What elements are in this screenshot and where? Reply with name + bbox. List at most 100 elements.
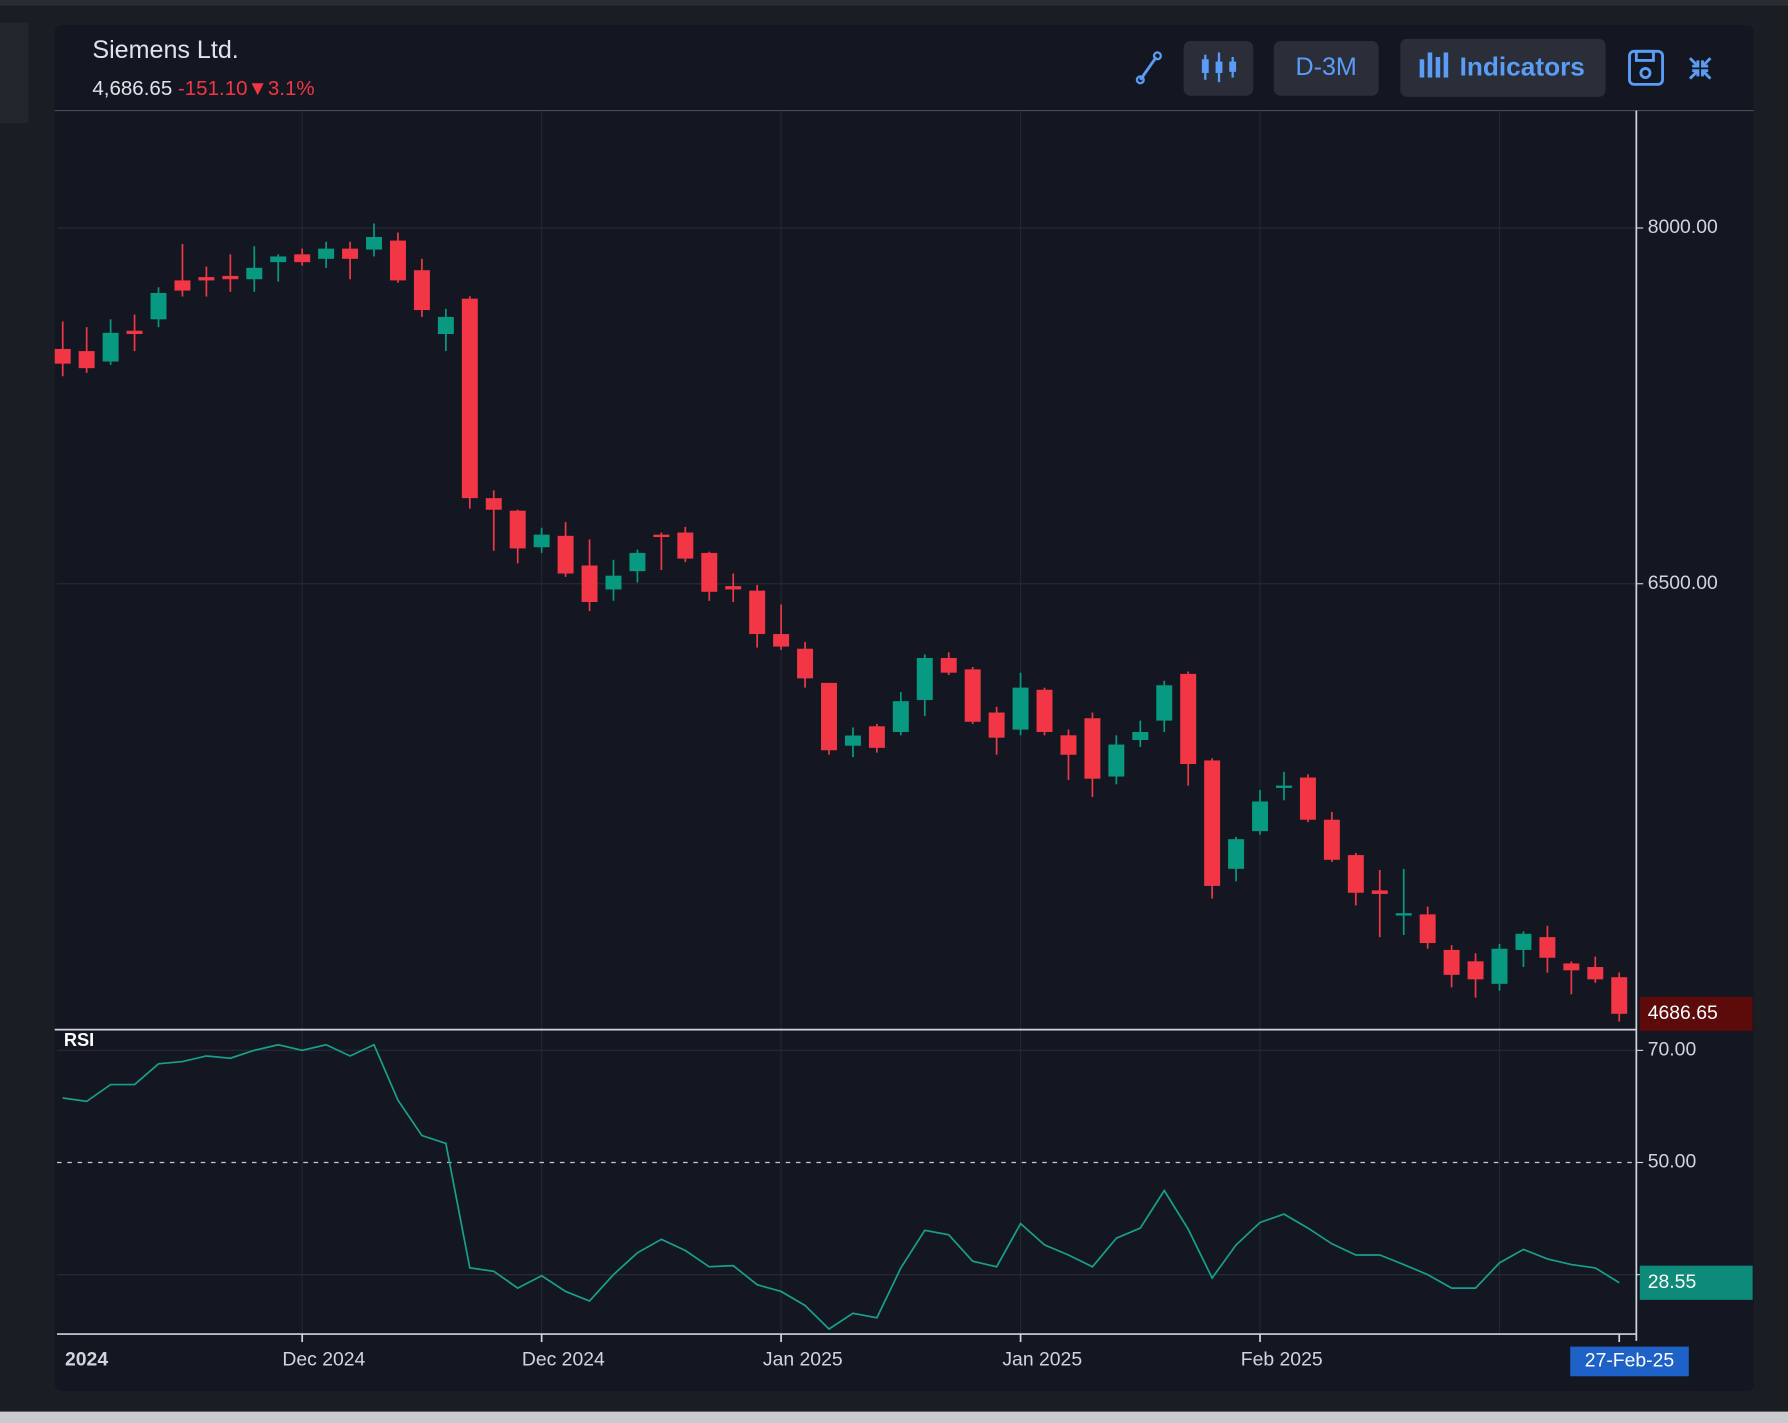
candle-body bbox=[1228, 839, 1245, 869]
candle-body bbox=[509, 510, 526, 549]
candle-body bbox=[1108, 744, 1125, 777]
candle-body bbox=[1084, 718, 1101, 779]
x-tick-label: Dec 2024 bbox=[282, 1348, 365, 1370]
collapse-button[interactable] bbox=[1688, 57, 1712, 80]
candle-body bbox=[868, 726, 885, 748]
candle-body bbox=[533, 534, 550, 548]
candle-body bbox=[701, 552, 718, 592]
candle-body bbox=[964, 669, 981, 722]
candle-body bbox=[294, 254, 311, 263]
candle-body bbox=[1012, 687, 1029, 730]
indicators-label[interactable]: Indicators bbox=[1460, 51, 1585, 81]
candle-body bbox=[1276, 785, 1292, 788]
candle-body bbox=[413, 270, 430, 311]
candle-body bbox=[389, 240, 406, 281]
candle-body bbox=[485, 498, 502, 510]
candle-body bbox=[1347, 855, 1364, 893]
candle-body bbox=[1491, 948, 1508, 984]
candle-body bbox=[1443, 949, 1460, 975]
candle-body bbox=[1036, 689, 1053, 732]
candle-body bbox=[54, 348, 71, 364]
candle-body bbox=[1515, 933, 1532, 950]
candle-body bbox=[605, 575, 622, 590]
candle-body bbox=[773, 634, 790, 647]
candle-body bbox=[988, 712, 1005, 738]
indicators-button[interactable]: Indicators bbox=[1400, 38, 1606, 97]
candle-body bbox=[821, 682, 837, 751]
last-value-label: 28.55 bbox=[1648, 1271, 1697, 1293]
change-pct: ▼3.1% bbox=[248, 78, 315, 101]
candle-body bbox=[653, 534, 670, 538]
y-tick-label: 6500.00 bbox=[1648, 572, 1718, 594]
candle-body bbox=[1299, 777, 1316, 820]
candle-body bbox=[1371, 890, 1388, 894]
candle-body bbox=[677, 532, 694, 559]
candle-body bbox=[437, 316, 454, 335]
candle-body bbox=[940, 657, 957, 673]
candle-body bbox=[1395, 913, 1412, 916]
chart-type-button[interactable] bbox=[1183, 41, 1254, 96]
last-value-box bbox=[1639, 1265, 1753, 1300]
y-tick-label: 8000.00 bbox=[1648, 216, 1718, 238]
candle-body bbox=[1156, 685, 1173, 721]
candle-body bbox=[150, 292, 167, 320]
x-tick-label: Dec 2024 bbox=[522, 1348, 605, 1370]
rsi-line bbox=[62, 1043, 1620, 1331]
pane-title: RSI bbox=[64, 1029, 94, 1050]
y-tick-label: 50.00 bbox=[1648, 1151, 1697, 1173]
candle-body bbox=[557, 535, 574, 574]
x-tick-label: Jan 2025 bbox=[1002, 1348, 1082, 1370]
change: -151.10 bbox=[178, 78, 248, 101]
y-tick-label: 70.00 bbox=[1648, 1038, 1697, 1060]
price-line: 4,686.65 -151.10▼3.1% bbox=[92, 78, 314, 101]
period-label[interactable]: D-3M bbox=[1296, 53, 1357, 81]
crosshair-date-box bbox=[1570, 1346, 1689, 1377]
side-panel bbox=[0, 22, 29, 124]
candle-body bbox=[1611, 977, 1628, 1014]
candle-body bbox=[797, 648, 814, 679]
x-tick-label: Jan 2025 bbox=[763, 1348, 843, 1370]
candle-body bbox=[102, 332, 119, 362]
candle-body bbox=[126, 330, 143, 335]
candle-body bbox=[1563, 963, 1580, 971]
instrument-title: Siemens Ltd. bbox=[92, 36, 238, 64]
candle-body bbox=[1252, 801, 1269, 832]
last-price-box bbox=[1639, 996, 1753, 1031]
candle-body bbox=[342, 248, 359, 259]
candle-body bbox=[174, 280, 191, 291]
candle-body bbox=[366, 237, 383, 250]
candle-body bbox=[1539, 937, 1556, 958]
crosshair-date-label: 27-Feb-25 bbox=[1585, 1350, 1674, 1372]
candle-body bbox=[222, 275, 239, 280]
candle-body bbox=[1132, 731, 1149, 741]
candle-body bbox=[844, 735, 861, 746]
candle-body bbox=[725, 586, 742, 590]
candle-body bbox=[629, 552, 646, 572]
bottom-strip bbox=[0, 1411, 1788, 1423]
save-button[interactable] bbox=[1628, 49, 1664, 86]
top-strip bbox=[0, 0, 1788, 6]
draw-tool[interactable] bbox=[1135, 51, 1162, 85]
candle-body bbox=[1587, 967, 1604, 980]
candle-body bbox=[246, 267, 263, 280]
period-button[interactable]: D-3M bbox=[1273, 41, 1379, 96]
candle-body bbox=[581, 565, 598, 603]
candle-body bbox=[270, 256, 287, 263]
candle-body bbox=[461, 298, 478, 499]
candle-body bbox=[1204, 760, 1221, 886]
candle-body bbox=[1180, 673, 1197, 764]
candle-body bbox=[749, 590, 766, 635]
price: 4,686.65 bbox=[92, 78, 172, 101]
candle-body bbox=[1323, 819, 1340, 860]
candle-body bbox=[78, 351, 95, 369]
candle-body bbox=[1060, 735, 1077, 755]
candle-body bbox=[198, 277, 215, 281]
x-tick-label: Feb 2025 bbox=[1241, 1348, 1323, 1370]
x-tick-label: 2024 bbox=[65, 1348, 108, 1370]
candle-body bbox=[1467, 961, 1484, 980]
candle-body bbox=[318, 248, 335, 259]
last-price-label: 4686.65 bbox=[1648, 1002, 1718, 1024]
candle-body bbox=[892, 701, 909, 732]
candle-body bbox=[1419, 914, 1436, 944]
